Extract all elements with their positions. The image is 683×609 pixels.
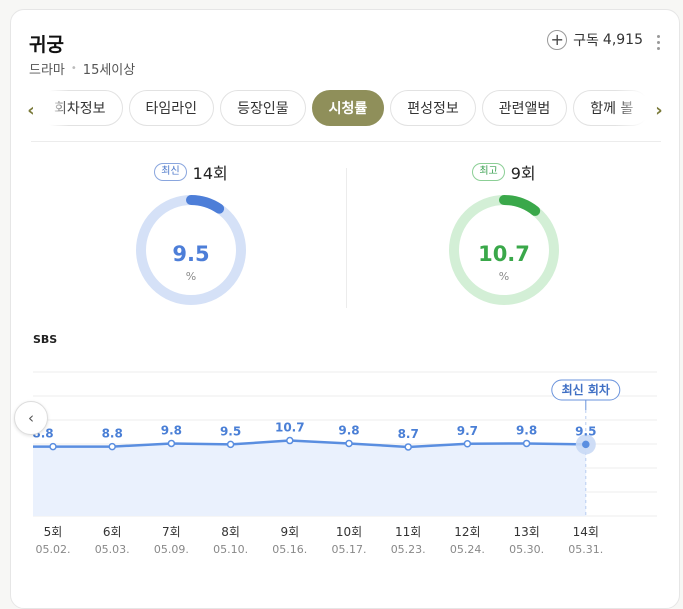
x-tick-label: 6회 (103, 525, 122, 539)
x-date-label: 05.03. (95, 543, 130, 556)
tab-prev-chevron-icon[interactable]: ‹ (27, 100, 35, 121)
x-date-label: 05.02. (36, 543, 71, 556)
x-tick-label: 11회 (395, 525, 421, 539)
x-tick-label: 13회 (513, 525, 539, 539)
latest-episode-callout-text: 최신 회차 (562, 382, 610, 397)
x-tick-label: 10회 (336, 525, 362, 539)
x-tick-label: 14회 (573, 525, 599, 539)
tab-2[interactable]: 등장인물 (220, 90, 306, 126)
data-label: 9.5 (575, 424, 596, 438)
data-label: 9.8 (516, 423, 537, 437)
x-date-label: 05.16. (272, 543, 307, 556)
x-tick-label: 8회 (221, 525, 240, 539)
program-title[interactable]: 귀궁 (29, 34, 64, 56)
channel-label: SBS (33, 333, 58, 346)
divider (31, 141, 661, 142)
data-point[interactable] (226, 440, 235, 449)
program-rating: 15세이상 (82, 63, 136, 78)
x-tick-label: 9회 (280, 525, 299, 539)
x-date-label: 05.10. (213, 543, 248, 556)
tab-5[interactable]: 관련앨범 (481, 90, 568, 126)
data-point[interactable] (286, 436, 294, 445)
x-date-label: 05.23. (391, 543, 426, 556)
area-fill (33, 440, 586, 516)
x-date-label: 05.24. (450, 543, 485, 556)
latest-rating-gauge: 최신 14회 9.5 % (91, 160, 291, 320)
data-label: 9.5 (220, 424, 241, 438)
best-rating-unit: % (498, 270, 510, 283)
program-genre: 드라마 (29, 63, 65, 78)
tab-list: 회차정보 타임라인 등장인물 시청률 편성정보 관련앨범 함께 볼 (49, 90, 645, 130)
more-options-icon[interactable] (657, 35, 661, 50)
subscribe-count: 4,915 (602, 32, 643, 48)
best-rating-value: 10.7 (478, 242, 530, 266)
ratings-card: 귀궁 드라마 • 15세이상 + 구독 4,915 ‹ 회차정보 타임라인 등장인물… (10, 9, 680, 609)
chevron-left-icon: ‹ (28, 409, 34, 427)
program-meta: 드라마 • 15세이상 (29, 59, 135, 78)
data-point[interactable] (582, 440, 590, 449)
chart-prev-button[interactable]: ‹ (14, 401, 48, 435)
subscribe-button[interactable]: + 구독 4,915 (547, 30, 643, 50)
meta-separator: • (70, 63, 77, 74)
data-point[interactable] (463, 440, 472, 448)
data-label: 10.7 (275, 421, 305, 435)
best-badge: 최고 (472, 163, 505, 181)
subscribe-label: 구독 (573, 33, 599, 49)
data-label: 9.7 (457, 424, 478, 438)
latest-rating-unit: % (185, 270, 197, 283)
x-tick-label: 5회 (44, 525, 63, 539)
latest-badge: 최신 (154, 163, 187, 181)
tab-1[interactable]: 타임라인 (128, 90, 215, 126)
best-rating-gauge: 최고 9회 10.7 % (404, 160, 604, 320)
gauge-fill (136, 195, 246, 305)
data-point[interactable] (345, 439, 353, 448)
tab-3[interactable]: 시청률 (311, 90, 385, 126)
data-point[interactable] (108, 442, 116, 451)
ratings-line-chart: 8.85회05.02.8.86회05.03.9.87회05.09.9.58회05… (32, 371, 657, 556)
tab-4[interactable]: 편성정보 (390, 90, 476, 126)
latest-rating-value: 9.5 (172, 242, 210, 266)
x-tick-label: 12회 (454, 525, 480, 539)
x-date-label: 05.17. (332, 543, 367, 556)
data-point[interactable] (167, 439, 176, 448)
data-point[interactable] (404, 443, 412, 451)
x-date-label: 05.31. (568, 543, 603, 556)
data-label: 9.8 (338, 423, 359, 437)
x-tick-label: 7회 (162, 525, 181, 539)
latest-episode: 14회 (192, 164, 228, 183)
tab-bar: ‹ 회차정보 타임라인 등장인물 시청률 편성정보 관련앨범 함께 볼 › (11, 90, 679, 130)
x-date-label: 05.09. (154, 543, 189, 556)
data-point[interactable] (522, 439, 531, 448)
best-gauge-ring (449, 195, 559, 305)
tab-next-chevron-icon[interactable]: › (655, 100, 663, 121)
best-episode: 9회 (510, 164, 536, 183)
data-label: 9.8 (161, 423, 182, 437)
latest-gauge-ring (136, 195, 246, 305)
data-point[interactable] (49, 442, 57, 451)
plus-icon: + (547, 30, 568, 50)
divider-vertical (346, 168, 347, 308)
gauge-fill (449, 195, 559, 305)
data-label: 8.8 (102, 427, 123, 441)
data-label: 8.7 (398, 427, 419, 441)
x-date-label: 05.30. (509, 543, 544, 556)
